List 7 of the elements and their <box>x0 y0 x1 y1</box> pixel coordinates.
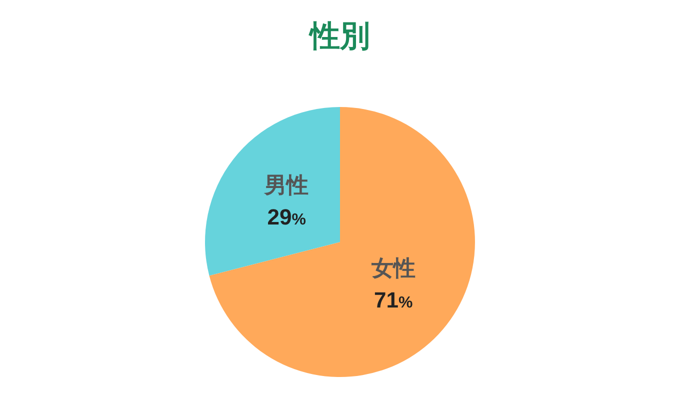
pie-slice <box>209 107 475 377</box>
slice-label: 女性 <box>370 255 416 280</box>
chart-title: 性別 <box>308 20 370 53</box>
data-label: 71% <box>374 287 413 312</box>
pie-slice <box>205 107 340 276</box>
slice-label: 男性 <box>264 172 309 198</box>
data-label: 29% <box>267 204 306 230</box>
